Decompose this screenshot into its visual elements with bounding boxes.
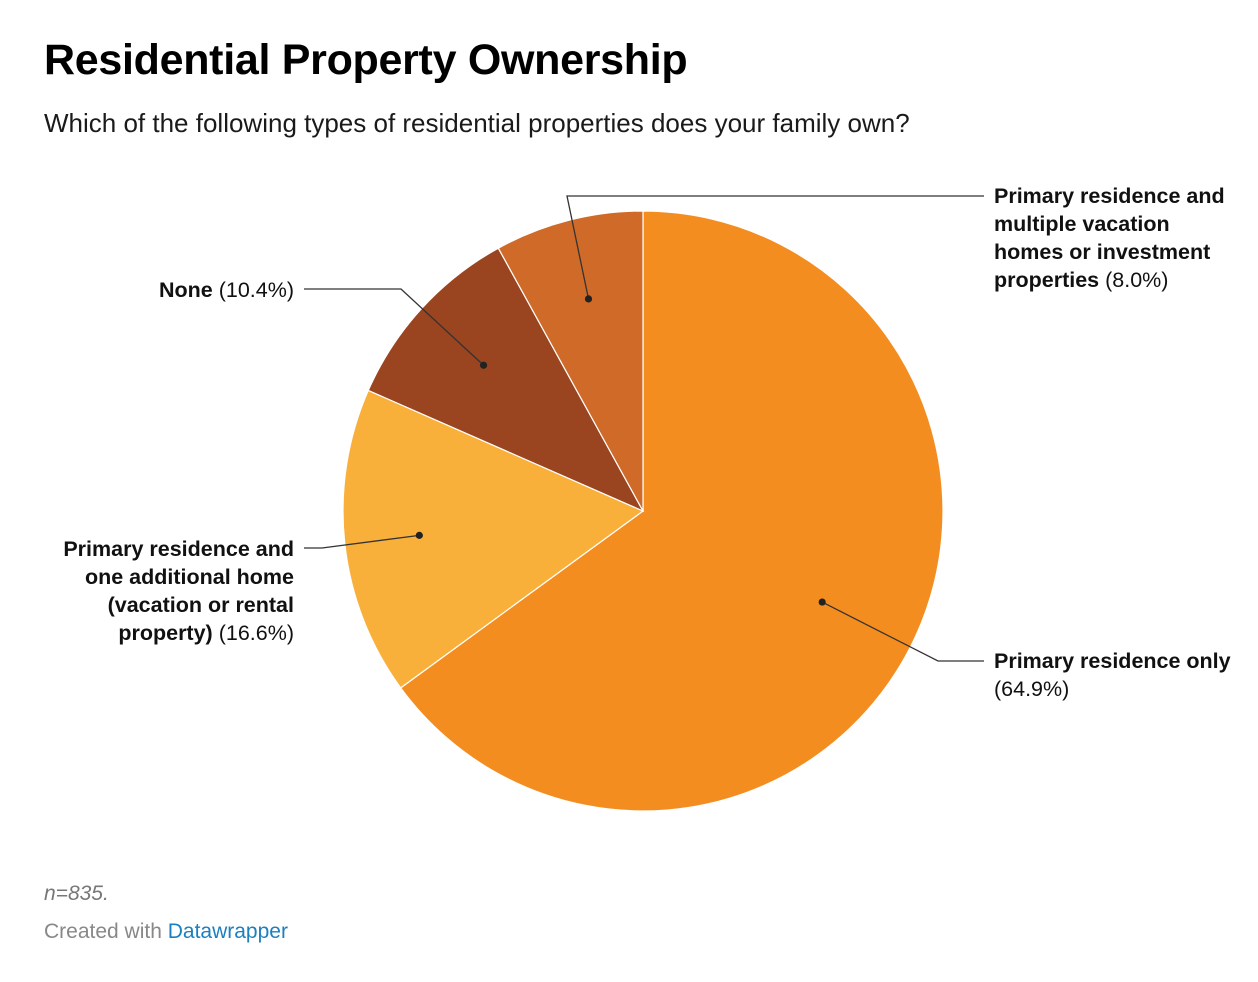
leader-line [304,288,485,366]
slice-label-percent: (64.9%) [994,677,1070,701]
leader-line [304,534,420,549]
chart-title: Residential Property Ownership [44,36,688,84]
leader-dot [479,361,488,369]
slice-label-name: Primary residence only [994,649,1231,673]
slice-label-percent: (10.4%) [218,278,294,302]
leader-dot [584,295,593,303]
slice-label-name: Primary residence and multiple vacation … [994,184,1225,292]
slice-label-percent: (16.6%) [218,621,294,645]
leader-dot [415,531,423,539]
slice-label-name: None [158,278,213,302]
credit-line: Created with Datawrapper [44,920,288,944]
slice-label-name: Primary residence and one additional hom… [63,537,294,645]
leader-dot [818,598,826,606]
label-multiple-vacation-homes: Primary residence and multiple vacation … [994,182,1244,294]
credit-prefix: Created with [44,920,162,943]
label-none: None (10.4%) [94,276,294,304]
pie-slice [342,389,645,689]
leader-line [566,195,984,300]
slice-label-percent: (8.0%) [1105,268,1169,292]
chart-subtitle: Which of the following types of resident… [44,108,910,138]
label-primary-residence-only: Primary residence only (64.9%) [994,647,1254,703]
pie-slice [497,210,644,512]
label-one-additional-home: Primary residence and one additional hom… [44,535,294,647]
leader-line [821,601,984,662]
sample-size-note: n=835. [44,882,109,905]
datawrapper-link[interactable]: Datawrapper [167,920,288,943]
